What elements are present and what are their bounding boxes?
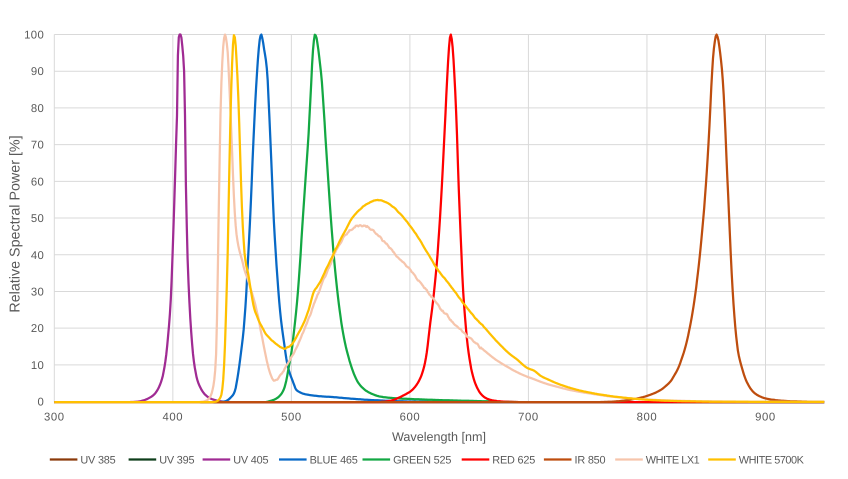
svg-text:80: 80 — [31, 103, 44, 115]
svg-text:WHITE LX1: WHITE LX1 — [646, 454, 700, 466]
svg-text:60: 60 — [31, 176, 44, 188]
svg-text:90: 90 — [31, 66, 44, 78]
svg-text:10: 10 — [31, 360, 44, 372]
svg-text:WHITE 5700K: WHITE 5700K — [739, 454, 805, 466]
svg-text:Relative Spectral Power [%]: Relative Spectral Power [%] — [7, 135, 23, 312]
svg-text:GREEN 525: GREEN 525 — [393, 454, 451, 466]
svg-text:Wavelength [nm]: Wavelength [nm] — [392, 430, 486, 444]
svg-text:100: 100 — [24, 30, 44, 42]
svg-text:300: 300 — [44, 412, 65, 424]
svg-text:400: 400 — [162, 412, 183, 424]
svg-text:BLUE 465: BLUE 465 — [310, 454, 358, 466]
svg-text:70: 70 — [31, 140, 44, 152]
svg-text:0: 0 — [38, 397, 45, 409]
svg-text:800: 800 — [637, 412, 658, 424]
svg-text:RED 625: RED 625 — [492, 454, 535, 466]
svg-text:20: 20 — [31, 323, 44, 335]
svg-text:900: 900 — [755, 412, 776, 424]
svg-text:UV 385: UV 385 — [80, 454, 115, 466]
svg-text:30: 30 — [31, 287, 44, 299]
svg-text:IR 850: IR 850 — [575, 454, 606, 466]
svg-text:700: 700 — [518, 412, 539, 424]
svg-text:40: 40 — [31, 250, 44, 262]
svg-text:600: 600 — [400, 412, 421, 424]
svg-text:UV 395: UV 395 — [159, 454, 194, 466]
svg-text:500: 500 — [281, 412, 302, 424]
svg-text:50: 50 — [31, 213, 44, 225]
svg-text:UV 405: UV 405 — [233, 454, 268, 466]
